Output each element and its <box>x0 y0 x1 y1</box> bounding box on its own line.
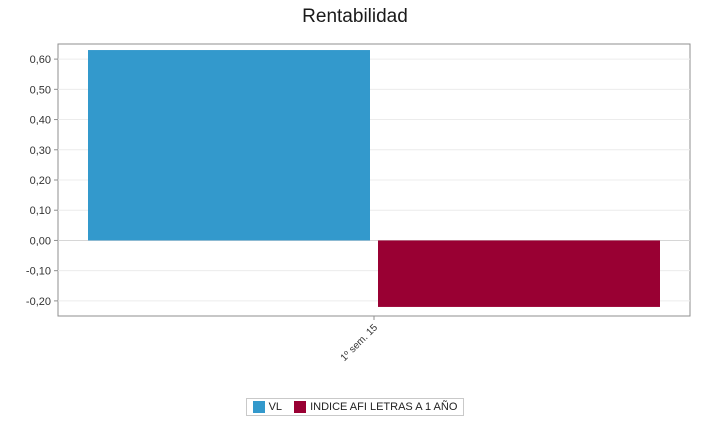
y-tick-label: 0,50 <box>30 84 51 96</box>
legend-item: VL <box>252 401 283 413</box>
x-category-label: 1º sem. 15 <box>339 322 381 364</box>
y-tick-label: -0,20 <box>26 296 51 308</box>
y-tick-label: 0,60 <box>30 54 51 66</box>
y-tick-label: 0,30 <box>30 145 51 157</box>
y-tick-label: 0,20 <box>30 175 51 187</box>
y-tick-label: 0,10 <box>30 205 51 217</box>
y-axis-ticks: 0,60 0,50 0,40 0,30 0,20 0,10 0,00 -0,10 -0,20 <box>26 54 58 308</box>
legend-swatch <box>294 401 307 413</box>
legend-box: VL INDICE AFI LETRAS A 1 AÑO <box>245 398 465 416</box>
legend: VL INDICE AFI LETRAS A 1 AÑO <box>0 398 710 416</box>
legend-item: INDICE AFI LETRAS A 1 AÑO <box>294 401 457 413</box>
bars <box>88 50 660 307</box>
legend-label: VL <box>268 401 283 413</box>
bar-vl <box>88 50 370 241</box>
x-axis-categories: 1º sem. 15 <box>339 316 381 364</box>
y-tick-label: 0,00 <box>30 235 51 247</box>
y-tick-label: 0,40 <box>30 115 51 127</box>
legend-swatch <box>252 401 265 413</box>
bar-indice-afi <box>378 240 660 307</box>
legend-label: INDICE AFI LETRAS A 1 AÑO <box>310 401 458 413</box>
chart-title: Rentabilidad <box>302 6 408 27</box>
y-tick-label: -0,10 <box>26 266 51 278</box>
